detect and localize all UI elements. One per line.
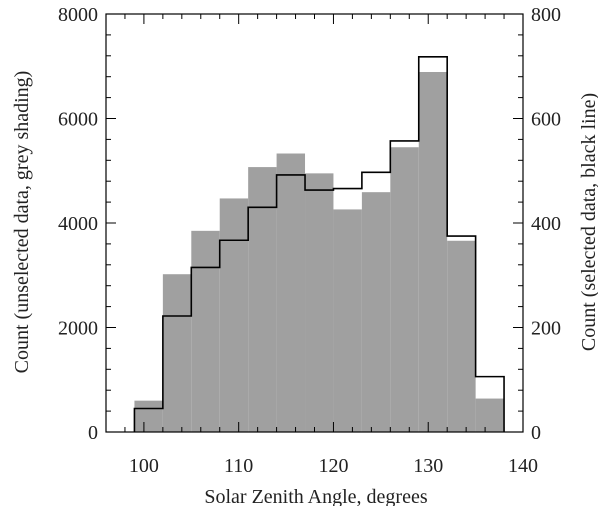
y-right-tick-label: 0 xyxy=(531,422,541,444)
grey-bar xyxy=(162,274,192,432)
x-tick-label: 140 xyxy=(508,455,538,477)
y-axis-title-right: Count (selected data, black line) xyxy=(578,93,598,351)
y-axis-title-left: Count (unselected data, grey shading) xyxy=(11,71,33,374)
grey-bar xyxy=(447,240,476,432)
x-axis-title: Solar Zenith Angle, degrees xyxy=(204,486,427,506)
x-tick-label: 110 xyxy=(224,455,253,477)
grey-bar xyxy=(191,230,220,432)
y-left-tick-label: 6000 xyxy=(58,109,98,131)
x-tick-label: 100 xyxy=(129,455,159,477)
y-left-tick-label: 0 xyxy=(88,422,98,444)
selected-data-step-line xyxy=(133,56,505,432)
black-line-histogram-series xyxy=(133,56,505,432)
y-right-tick-label: 600 xyxy=(531,109,561,131)
x-tick-label: 120 xyxy=(318,455,348,477)
grey-bar xyxy=(333,209,362,432)
grey-bar xyxy=(219,198,249,432)
grey-bar xyxy=(475,398,505,432)
y-left-tick-label: 8000 xyxy=(58,4,98,26)
y-left-tick-label: 2000 xyxy=(58,318,98,340)
grey-bar xyxy=(248,167,277,432)
x-tick-label: 130 xyxy=(413,455,443,477)
grey-bar xyxy=(361,192,391,432)
grey-bar xyxy=(305,173,334,433)
grey-bar xyxy=(276,153,306,432)
y-right-tick-label: 200 xyxy=(531,318,561,340)
grey-bar xyxy=(390,147,419,433)
tick-labels: 100 110 120 130 140 0 2000 4000 6000 8000 0 200 400 6… xyxy=(58,4,561,477)
grey-bar xyxy=(418,71,448,432)
grey-bar xyxy=(134,400,163,432)
y-left-tick-label: 4000 xyxy=(58,213,98,235)
axis-ticks xyxy=(105,13,524,433)
grey-histogram-series xyxy=(134,71,505,433)
y-right-tick-label: 800 xyxy=(531,4,561,26)
y-right-tick-label: 400 xyxy=(531,213,561,235)
